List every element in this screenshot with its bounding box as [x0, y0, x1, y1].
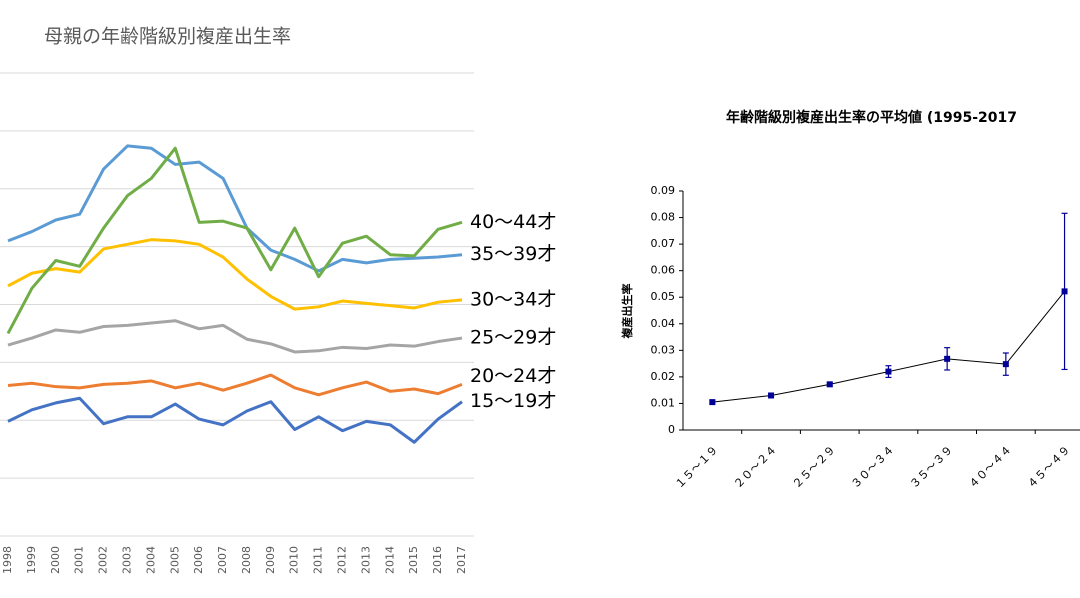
right-chart-title: 年齢階級別複産出生率の平均値 (1995-2017 — [726, 109, 1017, 126]
x-tick-label: 2009 — [264, 546, 277, 574]
y-tick-label: 0 — [668, 423, 675, 436]
marker — [768, 392, 775, 399]
x-tick-label: １５～１９ — [673, 443, 721, 491]
x-tick-label: 2011 — [312, 546, 325, 574]
y-tick-label: 0.04 — [651, 317, 676, 330]
series-line — [6, 146, 463, 335]
series-label: 30～34才 — [470, 288, 556, 310]
x-tick-label: 2017 — [455, 546, 468, 574]
x-tick-label: 2007 — [216, 546, 229, 574]
series-label: 25～29才 — [470, 327, 556, 349]
y-tick-label: 0.06 — [651, 264, 676, 277]
x-tick-label: 2005 — [168, 546, 181, 574]
left-chart-title: 母親の年齢階級別複産出生率 — [44, 26, 291, 48]
marker — [885, 368, 892, 375]
series-label: 35～39才 — [470, 243, 556, 265]
series-line — [7, 396, 463, 444]
marker — [944, 355, 951, 362]
y-tick-label: 0.05 — [651, 290, 676, 303]
x-tick-label: 2015 — [407, 546, 420, 574]
series-label: 20～24才 — [470, 365, 556, 387]
x-tick-label: 2008 — [240, 546, 253, 574]
marker — [1002, 361, 1009, 368]
x-tick-label: ４５～４９ — [1025, 443, 1073, 491]
y-tick-label: 0.01 — [651, 396, 676, 409]
series-line — [7, 144, 463, 273]
x-tick-label: 2002 — [97, 546, 110, 574]
series-line — [7, 373, 463, 397]
x-tick-label: 1998 — [1, 546, 14, 574]
y-tick-label: 0.03 — [651, 343, 676, 356]
x-tick-label: 2016 — [431, 546, 444, 574]
x-tick-label: 2013 — [359, 546, 372, 574]
x-tick-label: ３０～３４ — [849, 443, 897, 491]
x-tick-label: ２５～２９ — [790, 443, 838, 491]
x-tick-label: 2010 — [288, 546, 301, 574]
x-tick-label: 2014 — [383, 546, 396, 574]
y-tick-label: 0.07 — [651, 237, 676, 250]
marker — [826, 381, 833, 388]
x-tick-label: 2001 — [73, 546, 86, 574]
right-y-label: 複産出生率 — [620, 284, 634, 340]
x-tick-label: ２０～２４ — [731, 443, 779, 491]
marker — [1061, 288, 1068, 295]
y-tick-label: 0.08 — [651, 211, 676, 224]
x-tick-label: 2012 — [336, 546, 349, 574]
y-tick-label: 0.02 — [651, 370, 676, 383]
x-tick-label: 2006 — [192, 546, 205, 574]
x-tick-label: 2003 — [120, 546, 133, 574]
x-tick-label: 2004 — [144, 546, 157, 574]
series-line — [7, 319, 463, 354]
x-tick-label: ４０～４４ — [966, 443, 1014, 491]
series-label: 40～44才 — [470, 211, 556, 233]
x-tick-label: ３５～３９ — [907, 443, 955, 491]
y-tick-label: 0.09 — [651, 184, 676, 197]
series-label: 15～19才 — [470, 390, 556, 412]
mean-line — [712, 291, 1065, 403]
series-line — [7, 238, 463, 311]
x-tick-label: 1999 — [25, 546, 38, 574]
marker — [709, 399, 716, 406]
x-tick-label: 2000 — [49, 546, 62, 574]
